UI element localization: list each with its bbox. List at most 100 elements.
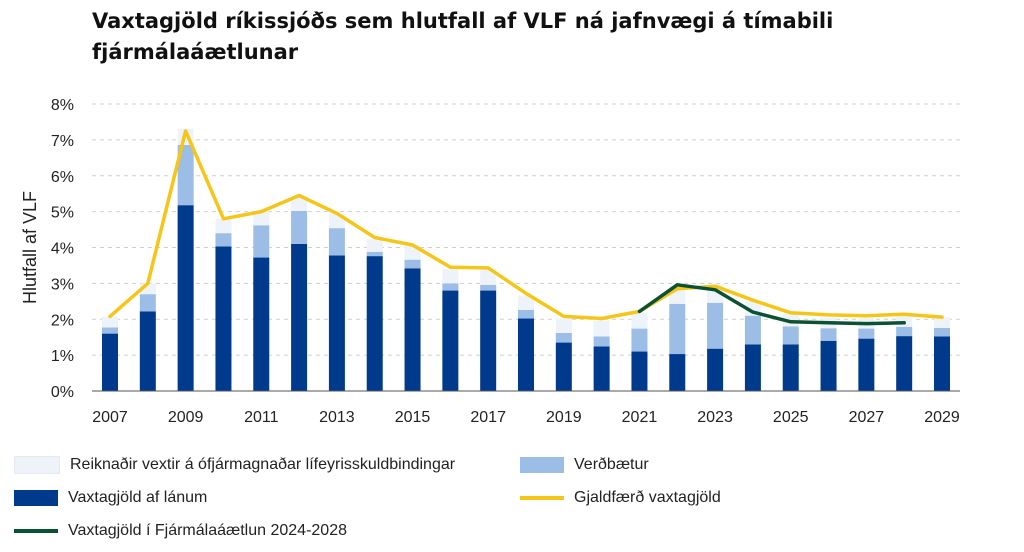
bar-segment bbox=[934, 317, 950, 328]
bar-segment bbox=[215, 233, 232, 247]
chart-title: Vaxtagjöld ríkissjóðs sem hlutfall af VL… bbox=[92, 9, 834, 64]
bar-segment bbox=[707, 302, 724, 349]
bar-segment bbox=[631, 351, 648, 391]
bar-segment bbox=[404, 268, 421, 391]
bar-segment bbox=[215, 218, 232, 234]
bar-segment bbox=[328, 228, 345, 256]
y-tick-label: 1% bbox=[51, 348, 74, 365]
x-tick-label: 2021 bbox=[622, 409, 658, 426]
bar-segment bbox=[934, 327, 950, 337]
bar-segment bbox=[291, 196, 308, 211]
bar-segment bbox=[669, 303, 686, 355]
bar-segment bbox=[593, 346, 610, 391]
bar-segment bbox=[782, 344, 799, 391]
bar-segment bbox=[593, 320, 610, 337]
x-tick-label: 2017 bbox=[470, 409, 506, 426]
bar-segment bbox=[291, 243, 308, 391]
bar-segment bbox=[253, 225, 270, 258]
line-expensed-interest bbox=[108, 129, 944, 321]
bar-segment bbox=[593, 336, 610, 347]
bar-segment bbox=[328, 255, 345, 391]
bar-segment bbox=[744, 344, 761, 391]
bar-segment bbox=[858, 328, 875, 339]
x-tick-label: 2023 bbox=[697, 409, 733, 426]
y-tick-label: 7% bbox=[51, 133, 74, 150]
line-fiscal-plan bbox=[637, 283, 906, 326]
bar-segment bbox=[366, 251, 383, 257]
legend-swatch-pension-interest bbox=[14, 456, 60, 474]
bar-segment bbox=[139, 311, 156, 391]
bar-segment bbox=[480, 284, 497, 291]
legend-label-fiscal-plan: Vaxtagjöld í Fjármálaáætlun 2024-2028 bbox=[68, 522, 347, 539]
y-tick-label: 5% bbox=[51, 205, 74, 222]
bar-segment bbox=[782, 326, 799, 345]
legend-label-expensed-interest: Gjaldfærð vaxtagjöld bbox=[574, 489, 721, 506]
bar-segment bbox=[215, 246, 232, 391]
bar-segment bbox=[253, 211, 270, 226]
y-axis-title: Hlutfall af VLF bbox=[20, 191, 40, 304]
bar-segment bbox=[896, 326, 913, 337]
bar-segment bbox=[404, 259, 421, 269]
x-tick-label: 2019 bbox=[546, 409, 582, 426]
bar-segment bbox=[139, 283, 156, 295]
bar-segment bbox=[366, 256, 383, 391]
bar-segment bbox=[934, 336, 950, 391]
legend-item-pension-interest: Reiknaðir vextir á ófjármagnaðar lífeyri… bbox=[14, 456, 455, 474]
legend-item-fiscal-plan: Vaxtagjöld í Fjármálaáætlun 2024-2028 bbox=[14, 522, 347, 540]
legend-label-loan-interest: Vaxtagjöld af lánum bbox=[68, 489, 208, 506]
bar-segment bbox=[366, 239, 383, 252]
bar-segment bbox=[631, 312, 648, 329]
bar-segment bbox=[820, 340, 837, 391]
bar-segment bbox=[102, 316, 118, 328]
x-tick-label: 2007 bbox=[92, 409, 128, 426]
bar-segment bbox=[442, 283, 459, 291]
legend-item-indexation: Verðbætur bbox=[520, 456, 649, 474]
bar-segment bbox=[669, 354, 686, 391]
legend-swatch-indexation bbox=[520, 457, 564, 473]
bar-segment bbox=[139, 294, 156, 312]
legend-label-pension-interest: Reiknaðir vextir á ófjármagnaðar lífeyri… bbox=[70, 456, 456, 473]
bar-segment bbox=[896, 336, 913, 391]
bar-segment bbox=[480, 268, 497, 285]
bar-segment bbox=[518, 309, 534, 319]
y-tick-label: 2% bbox=[51, 312, 74, 329]
bar-segment bbox=[102, 333, 118, 391]
bar-segment bbox=[707, 348, 724, 391]
x-tick-label: 2027 bbox=[849, 409, 885, 426]
y-tick-label: 4% bbox=[51, 241, 74, 258]
bar-segment bbox=[518, 318, 534, 391]
bar-segment bbox=[555, 342, 572, 391]
legend-swatch-fiscal-plan bbox=[14, 529, 58, 533]
y-tick-label: 0% bbox=[51, 384, 74, 401]
bar-segment bbox=[253, 257, 270, 391]
bar-segment bbox=[442, 290, 459, 391]
bar-segment bbox=[177, 144, 194, 206]
x-tick-label: 2011 bbox=[244, 409, 279, 426]
x-tick-label: 2013 bbox=[319, 409, 355, 426]
bar-segment bbox=[555, 318, 572, 333]
y-tick-label: 8% bbox=[51, 97, 74, 114]
legend-label-indexation: Verðbætur bbox=[574, 456, 649, 473]
legend-item-loan-interest: Vaxtagjöld af lánum bbox=[14, 489, 207, 507]
x-tick-label: 2015 bbox=[395, 409, 431, 426]
x-tick-label: 2025 bbox=[773, 409, 809, 426]
bar-segment bbox=[102, 327, 118, 334]
bar-segment bbox=[858, 338, 875, 391]
bar-segment bbox=[820, 328, 837, 341]
y-tick-label: 3% bbox=[51, 276, 74, 293]
legend-swatch-expensed-interest bbox=[520, 496, 564, 500]
bar-segment bbox=[480, 290, 497, 391]
bar-segment bbox=[442, 269, 459, 284]
legend-item-expensed-interest: Gjaldfærð vaxtagjöld bbox=[520, 489, 721, 507]
bar-segment bbox=[518, 295, 534, 310]
y-tick-label: 6% bbox=[51, 169, 74, 186]
bar-segment bbox=[291, 210, 308, 244]
bar-segment bbox=[744, 315, 761, 345]
x-tick-label: 2029 bbox=[924, 409, 960, 426]
bar-segment bbox=[631, 328, 648, 352]
bar-segment bbox=[177, 205, 194, 391]
x-tick-label: 2009 bbox=[168, 409, 204, 426]
legend-swatch-loan-interest bbox=[14, 490, 58, 506]
bar-segment bbox=[555, 332, 572, 343]
